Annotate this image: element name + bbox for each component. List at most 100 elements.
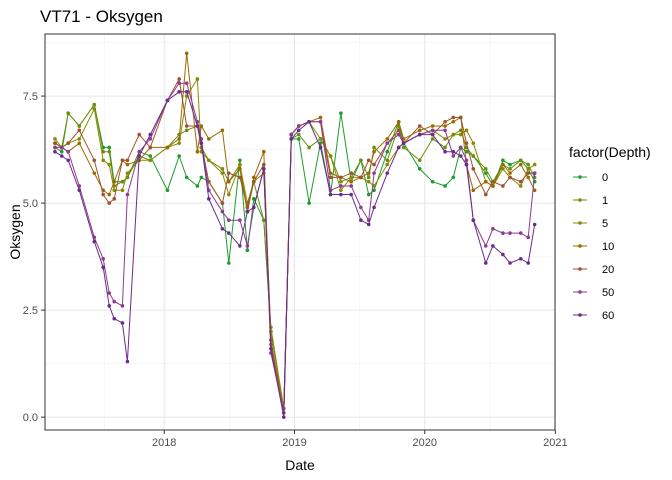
data-point <box>220 171 225 175</box>
data-point <box>307 145 311 150</box>
data-point <box>184 124 189 128</box>
data-point <box>318 145 323 150</box>
data-point <box>443 128 447 133</box>
data-point <box>464 158 469 163</box>
legend-label: 5 <box>602 218 608 230</box>
data-point <box>366 192 371 197</box>
data-point <box>328 175 333 180</box>
data-point <box>508 162 512 167</box>
data-point <box>339 175 343 180</box>
data-point <box>238 162 242 167</box>
data-point <box>443 124 447 128</box>
data-point <box>226 218 231 223</box>
data-point <box>226 261 231 265</box>
data-point <box>372 162 376 167</box>
data-point <box>220 167 225 171</box>
legend-key-point <box>578 221 582 225</box>
legend-label: 10 <box>602 241 614 253</box>
data-point <box>518 256 523 261</box>
data-point <box>443 145 447 150</box>
data-point <box>518 179 523 184</box>
axes: 2018 2019 2020 2021 0.0 2.5 5.0 7.5 <box>23 91 568 449</box>
data-point <box>77 124 82 128</box>
data-point <box>349 171 354 175</box>
data-point <box>238 167 242 171</box>
data-point <box>430 128 435 133</box>
data-point <box>349 192 354 197</box>
data-point <box>526 261 531 265</box>
data-point <box>532 171 537 175</box>
data-point <box>59 154 64 158</box>
data-point <box>458 145 463 150</box>
data-point <box>451 149 456 154</box>
legend-key-point <box>578 267 582 271</box>
data-point <box>261 162 266 167</box>
data-point <box>318 141 323 145</box>
data-point <box>385 158 390 163</box>
data-point <box>430 124 435 128</box>
data-point <box>366 175 371 180</box>
data-point <box>125 359 130 364</box>
data-point <box>120 158 125 163</box>
data-point <box>220 226 225 231</box>
data-point <box>366 171 371 175</box>
legend-key-point <box>578 244 582 248</box>
data-point <box>296 124 301 128</box>
data-point <box>307 201 311 205</box>
data-point <box>396 145 401 150</box>
data-point <box>120 188 125 193</box>
data-point <box>491 226 495 231</box>
data-point <box>366 222 371 227</box>
data-point <box>137 154 142 158</box>
data-point <box>359 158 363 163</box>
data-point <box>349 184 354 188</box>
data-point <box>359 175 363 180</box>
data-point <box>372 149 376 154</box>
data-point <box>501 162 505 167</box>
data-point <box>66 111 70 115</box>
data-point <box>483 261 488 265</box>
data-point <box>177 77 181 81</box>
data-point <box>101 265 105 270</box>
y-tick-label: 0.0 <box>23 412 38 424</box>
data-point <box>318 115 323 120</box>
data-point <box>518 158 523 163</box>
data-point <box>483 179 488 184</box>
legend-label: 20 <box>602 264 614 276</box>
data-point <box>199 175 204 180</box>
legend-label: 0 <box>602 172 608 184</box>
data-point <box>226 179 231 184</box>
data-point <box>165 98 170 103</box>
data-point <box>443 149 447 154</box>
data-point <box>125 158 130 163</box>
data-point <box>77 128 82 133</box>
data-point <box>417 124 422 128</box>
data-point <box>430 132 435 137</box>
data-point <box>125 162 130 167</box>
data-point <box>120 321 125 325</box>
x-tick-label: 2018 <box>152 437 176 449</box>
data-point <box>501 184 505 188</box>
data-point <box>220 201 225 205</box>
legend-item-10: 10 <box>573 241 614 253</box>
data-point <box>177 89 181 94</box>
data-point <box>281 415 286 419</box>
data-point <box>451 132 456 137</box>
data-point <box>261 167 266 171</box>
data-point <box>526 235 531 240</box>
data-point <box>532 162 537 167</box>
data-point <box>199 124 204 128</box>
data-point <box>366 158 371 163</box>
legend-label: 60 <box>602 310 614 322</box>
data-point <box>195 77 200 81</box>
x-tick-label: 2020 <box>412 437 436 449</box>
data-point <box>501 167 505 171</box>
data-point <box>401 141 406 145</box>
grid-lines <box>45 34 556 430</box>
data-point <box>372 171 376 175</box>
data-point <box>508 171 512 175</box>
legend-item-20: 20 <box>573 264 614 276</box>
data-point <box>226 171 231 175</box>
data-point <box>451 154 456 158</box>
data-point <box>59 149 64 154</box>
